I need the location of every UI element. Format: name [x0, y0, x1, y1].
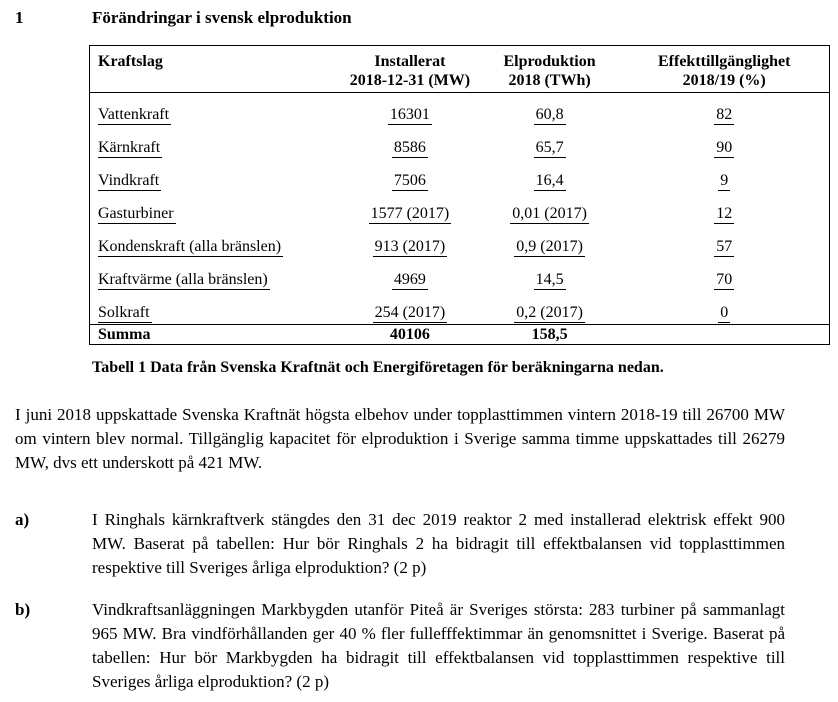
- table-header-row: Kraftslag Installerat 2018-12-31 (MW) Elp…: [89, 45, 831, 93]
- section-number: 1: [15, 8, 24, 27]
- cell-kraftslag: Solkraft: [89, 291, 341, 325]
- col-header-elproduktion: Elproduktion 2018 (TWh): [503, 53, 596, 89]
- cell-kraftslag: Kraftvärme (alla bränslen): [89, 258, 341, 291]
- col-header-effekttillganglighet: Effekttillgänglighet 2018/19 (%): [619, 45, 831, 93]
- table-row: Kärnkraft 8586 65,7 90: [89, 126, 831, 159]
- cell-installerat: 1577 (2017): [368, 205, 452, 224]
- cell-installerat: 254 (2017): [372, 304, 448, 323]
- cell-installerat: 8586: [391, 139, 428, 158]
- section-title: Förändringar i svensk elproduktion: [92, 8, 352, 27]
- table-row: Vattenkraft 16301 60,8 82: [89, 92, 831, 126]
- sum-cell-elproduktion: 158,5: [531, 326, 568, 343]
- cell-installerat: 7506: [391, 172, 428, 191]
- table-sum-row: Summa 40106 158,5: [89, 324, 831, 345]
- cell-effekttillganglighet: 0: [619, 291, 831, 325]
- cell-kraftslag: Vindkraft: [89, 159, 341, 192]
- data-table: Kraftslag Installerat 2018-12-31 (MW) Elp…: [89, 45, 831, 345]
- sum-cell-installerat: 40106: [389, 326, 430, 343]
- cell-elproduktion: 16,4: [533, 172, 566, 191]
- cell-effekttillganglighet: 82: [619, 92, 831, 126]
- cell-elproduktion: 60,8: [479, 92, 620, 126]
- cell-elproduktion: 0,01 (2017): [510, 205, 589, 224]
- cell-effekttillganglighet: 9: [619, 159, 831, 192]
- cell-effekttillganglighet: 57: [619, 225, 831, 258]
- table-row: Vindkraft 7506 16,4 9: [89, 159, 831, 192]
- table-caption: Tabell 1 Data från Svenska Kraftnät och …: [92, 359, 664, 376]
- cell-kraftslag: Vattenkraft: [89, 92, 341, 126]
- cell-installerat: 16301: [340, 92, 480, 126]
- question-a-label: a): [15, 510, 30, 529]
- cell-elproduktion: 65,7: [533, 139, 566, 158]
- cell-kraftslag: Kärnkraft: [89, 126, 341, 159]
- cell-elproduktion: 14,5: [533, 271, 566, 290]
- col-header-kraftslag: Kraftslag: [89, 45, 341, 93]
- question-b-text: Vindkraftsanläggningen Markbygden utanfö…: [92, 600, 785, 691]
- table-row: Kraftvärme (alla bränslen) 4969 14,5 70: [89, 258, 831, 291]
- cell-elproduktion: 0,2 (2017): [514, 304, 585, 323]
- table-body: Vattenkraft 16301 60,8 82 Kärnkraft 8586 65,7 9…: [89, 92, 831, 345]
- cell-kraftslag: Gasturbiner: [89, 192, 341, 225]
- cell-elproduktion: 0,9 (2017): [514, 238, 585, 257]
- intro-paragraph: I juni 2018 uppskattade Svenska Kraftnät…: [15, 405, 785, 472]
- cell-installerat: 913 (2017): [372, 238, 448, 257]
- cell-kraftslag: Kondenskraft (alla bränslen): [89, 225, 341, 258]
- section-heading: 1 Förändringar i svensk elproduktion: [0, 6, 838, 30]
- cell-effekttillganglighet: 12: [619, 192, 831, 225]
- question-b-label: b): [15, 600, 31, 619]
- sum-cell-effekttillganglighet: [619, 324, 831, 345]
- col-header-installerat: Installerat 2018-12-31 (MW): [349, 53, 471, 89]
- cell-effekttillganglighet: 90: [619, 126, 831, 159]
- table-row: Solkraft 254 (2017) 0,2 (2017) 0: [89, 291, 831, 325]
- cell-effekttillganglighet: 70: [619, 258, 831, 291]
- question-a-text: I Ringhals kärnkraftverk stängdes den 31…: [92, 510, 785, 577]
- cell-installerat: 4969: [391, 271, 428, 290]
- sum-cell-kraftslag: Summa: [89, 324, 341, 345]
- table-row: Gasturbiner 1577 (2017) 0,01 (2017) 12: [89, 192, 831, 225]
- table-row: Kondenskraft (alla bränslen) 913 (2017) 0,…: [89, 225, 831, 258]
